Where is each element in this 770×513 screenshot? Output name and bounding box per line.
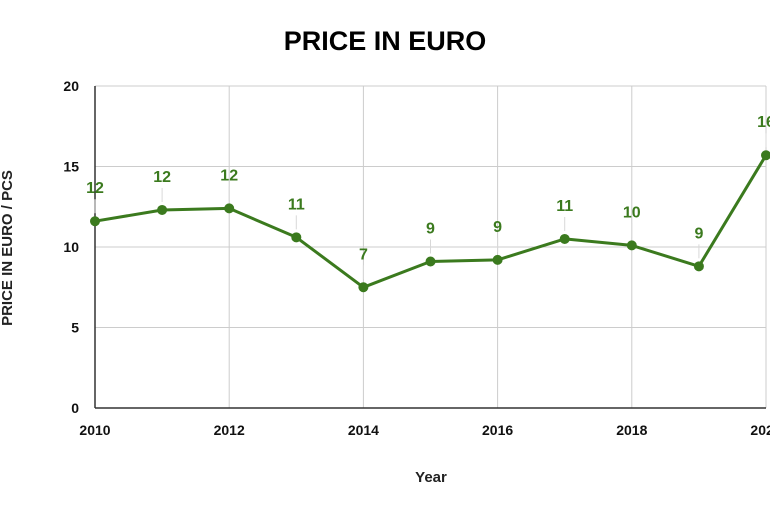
data-label: 10 (623, 204, 641, 221)
data-labels: 12 12 12 11 7 9 9 11 10 9 16 (86, 114, 770, 280)
x-tick-label: 2018 (616, 422, 647, 438)
y-tick-labels: 0 5 10 15 20 (63, 78, 79, 416)
y-tick-label: 15 (63, 159, 79, 175)
y-tick-label: 20 (63, 78, 79, 94)
data-point (626, 240, 637, 251)
axes (94, 86, 766, 409)
data-label: 12 (153, 169, 171, 186)
y-tick-label: 5 (71, 320, 79, 336)
data-label: 9 (426, 220, 435, 237)
y-tick-label: 0 (71, 400, 79, 416)
x-tick-label: 2012 (214, 422, 245, 438)
grid-lines (95, 85, 767, 408)
data-point (90, 216, 100, 227)
data-label: 7 (359, 246, 368, 263)
y-tick-label: 10 (63, 239, 79, 255)
chart-title: PRICE IN EURO (284, 26, 487, 56)
data-point (224, 203, 235, 214)
data-label: 12 (86, 180, 104, 197)
y-axis-title: PRICE IN EURO / PCS (0, 170, 16, 326)
data-label: 16 (757, 114, 770, 131)
data-point (559, 233, 570, 244)
data-label: 11 (288, 196, 305, 213)
data-label: 9 (493, 219, 502, 236)
data-point (693, 261, 704, 272)
x-tick-label: 2016 (482, 422, 513, 438)
data-point (492, 254, 503, 265)
x-tick-label: 2014 (348, 422, 379, 438)
data-point (291, 232, 302, 243)
data-label: 11 (556, 198, 573, 215)
data-point (425, 256, 436, 267)
data-point (358, 282, 369, 293)
data-label: 12 (220, 167, 238, 184)
x-tick-label: 2010 (79, 422, 110, 438)
data-points (90, 150, 770, 293)
data-label: 9 (694, 225, 703, 242)
data-point (157, 204, 168, 215)
data-point (761, 150, 770, 161)
x-axis-title: Year (415, 469, 447, 486)
